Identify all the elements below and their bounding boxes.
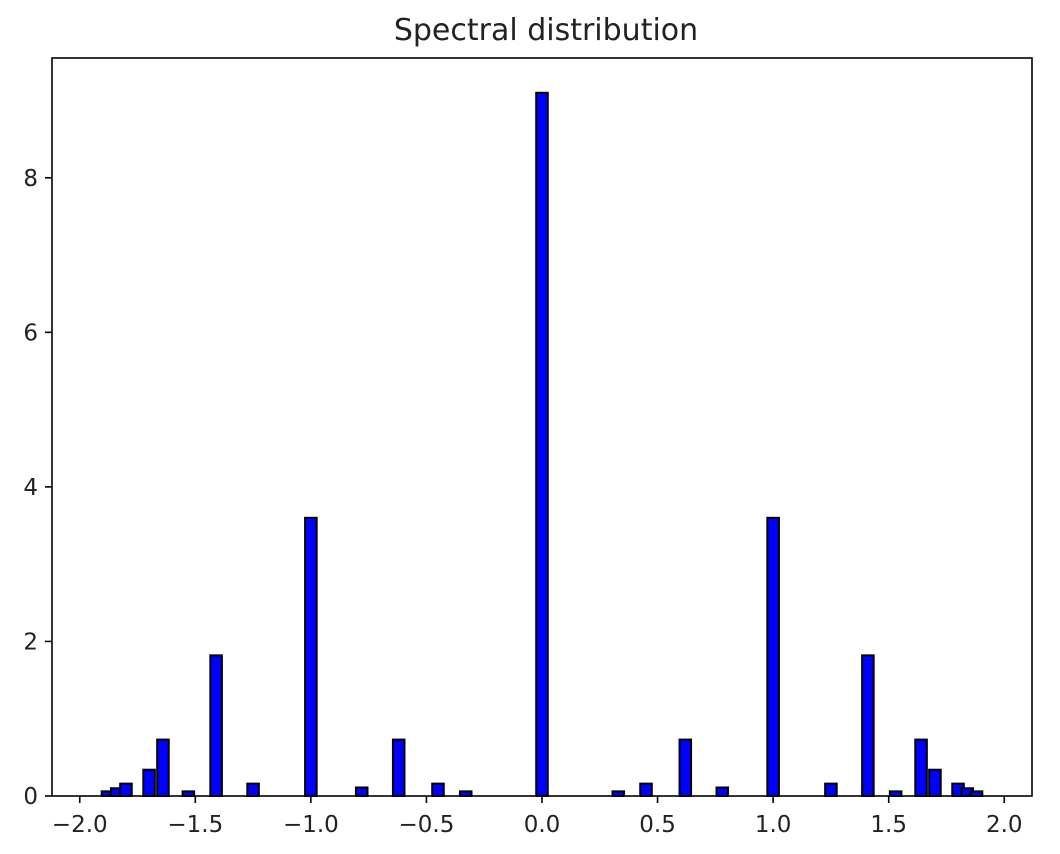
bar-18 (766, 516, 780, 797)
x-tick-label: 0.5 (639, 812, 676, 838)
y-axis: 0 2 4 6 8 (23, 166, 52, 810)
bar-4 (156, 738, 170, 798)
x-tick-label: 1.5 (870, 812, 907, 838)
y-tick-label: 4 (23, 475, 38, 501)
x-tick-label: 1.0 (755, 812, 792, 838)
x-tick-label: 2.0 (986, 812, 1023, 838)
bar-10 (391, 738, 406, 798)
bar-3 (142, 768, 156, 797)
bar-6 (209, 654, 223, 797)
x-tick-label: −1.0 (283, 812, 339, 838)
y-tick-label: 0 (23, 784, 38, 810)
bar-13 (535, 91, 549, 798)
y-tick-label: 8 (23, 166, 38, 192)
bar-20 (861, 654, 875, 797)
bar-11 (431, 782, 445, 798)
bar-16 (678, 738, 693, 798)
y-tick-label: 2 (23, 629, 38, 655)
bar-23 (928, 768, 942, 797)
x-tick-label: 0.0 (524, 812, 561, 838)
x-tick-label: −0.5 (399, 812, 455, 838)
bar-8 (304, 516, 318, 797)
bars-layer (100, 91, 984, 798)
bar-2 (119, 782, 133, 798)
bar-22 (914, 738, 928, 798)
x-tick-label: −2.0 (52, 812, 108, 838)
x-tick-label: −1.5 (167, 812, 223, 838)
bar-9 (354, 786, 369, 797)
y-tick-label: 6 (23, 320, 38, 346)
x-axis: −2.0 −1.5 −1.0 −0.5 0.0 0.5 1.0 1.5 2.0 (52, 796, 1023, 838)
bar-15 (639, 782, 653, 798)
bar-19 (824, 782, 838, 798)
bar-17 (715, 786, 730, 797)
chart-title: Spectral distribution (394, 13, 698, 48)
bar-7 (246, 782, 260, 798)
